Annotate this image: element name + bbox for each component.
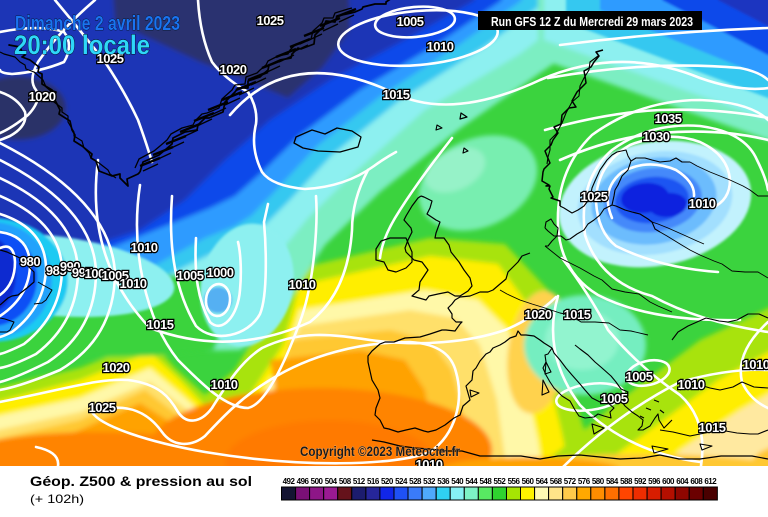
svg-text:1025: 1025: [581, 189, 608, 204]
svg-text:1020: 1020: [525, 307, 552, 322]
svg-text:1020: 1020: [103, 360, 130, 375]
svg-text:508: 508: [339, 477, 352, 486]
svg-text:1025: 1025: [89, 400, 116, 415]
svg-text:504: 504: [325, 477, 338, 486]
svg-text:1010: 1010: [416, 457, 443, 472]
svg-text:596: 596: [648, 477, 661, 486]
svg-text:1030: 1030: [643, 129, 670, 144]
svg-text:516: 516: [367, 477, 380, 486]
svg-text:584: 584: [606, 477, 619, 486]
svg-text:1010: 1010: [427, 39, 454, 54]
svg-text:1010: 1010: [120, 276, 147, 291]
svg-text:1010: 1010: [689, 196, 716, 211]
svg-text:608: 608: [690, 477, 703, 486]
svg-text:1035: 1035: [655, 111, 682, 126]
svg-text:588: 588: [620, 477, 633, 486]
svg-text:Géop. Z500 & pression au sol: Géop. Z500 & pression au sol: [30, 474, 252, 489]
svg-text:528: 528: [409, 477, 422, 486]
svg-text:592: 592: [634, 477, 647, 486]
svg-text:1005: 1005: [102, 268, 129, 283]
svg-text:Dimanche 2 avril 2023: Dimanche 2 avril 2023: [15, 13, 180, 35]
svg-text:1010: 1010: [289, 277, 316, 292]
svg-text:1010: 1010: [678, 377, 705, 392]
svg-text:1000: 1000: [85, 266, 112, 281]
svg-text:1025: 1025: [97, 51, 124, 66]
svg-text:1005: 1005: [601, 391, 628, 406]
svg-text:1010: 1010: [131, 240, 158, 255]
svg-text:20:00 locale: 20:00 locale: [14, 30, 150, 60]
svg-text:1020: 1020: [29, 89, 56, 104]
svg-text:520: 520: [381, 477, 394, 486]
svg-text:1005: 1005: [626, 369, 653, 384]
svg-text:572: 572: [564, 477, 577, 486]
svg-text:Copyright ©2023 Meteociel.fr: Copyright ©2023 Meteociel.fr: [300, 443, 460, 459]
svg-text:564: 564: [536, 477, 549, 486]
svg-text:1010: 1010: [743, 357, 768, 372]
svg-text:560: 560: [522, 477, 535, 486]
svg-text:576: 576: [578, 477, 591, 486]
svg-text:512: 512: [353, 477, 366, 486]
svg-text:536: 536: [437, 477, 450, 486]
svg-text:548: 548: [479, 477, 492, 486]
svg-text:(+ 102h): (+ 102h): [30, 492, 84, 506]
svg-text:1025: 1025: [257, 13, 284, 28]
svg-text:612: 612: [704, 477, 717, 486]
svg-text:496: 496: [297, 477, 310, 486]
svg-text:1010: 1010: [211, 377, 238, 392]
svg-text:604: 604: [676, 477, 689, 486]
svg-text:1005: 1005: [177, 268, 204, 283]
svg-text:985: 985: [46, 263, 66, 278]
svg-text:556: 556: [508, 477, 521, 486]
svg-text:540: 540: [451, 477, 464, 486]
svg-text:Run GFS 12 Z du Mercredi 29 ma: Run GFS 12 Z du Mercredi 29 mars 2023: [491, 14, 693, 29]
svg-text:1015: 1015: [383, 87, 410, 102]
svg-text:524: 524: [395, 477, 408, 486]
svg-text:532: 532: [423, 477, 436, 486]
svg-text:552: 552: [493, 477, 506, 486]
svg-text:1015: 1015: [699, 420, 726, 435]
svg-text:568: 568: [550, 477, 563, 486]
svg-text:995: 995: [72, 265, 92, 280]
svg-text:500: 500: [311, 477, 324, 486]
svg-text:600: 600: [662, 477, 675, 486]
svg-text:1015: 1015: [147, 317, 174, 332]
svg-text:980: 980: [20, 254, 40, 269]
svg-text:1015: 1015: [564, 307, 591, 322]
svg-text:1020: 1020: [220, 62, 247, 77]
svg-text:492: 492: [283, 477, 296, 486]
svg-text:1000: 1000: [207, 265, 234, 280]
svg-text:544: 544: [465, 477, 478, 486]
svg-text:990: 990: [60, 259, 80, 274]
svg-text:580: 580: [592, 477, 605, 486]
svg-text:1005: 1005: [397, 14, 424, 29]
